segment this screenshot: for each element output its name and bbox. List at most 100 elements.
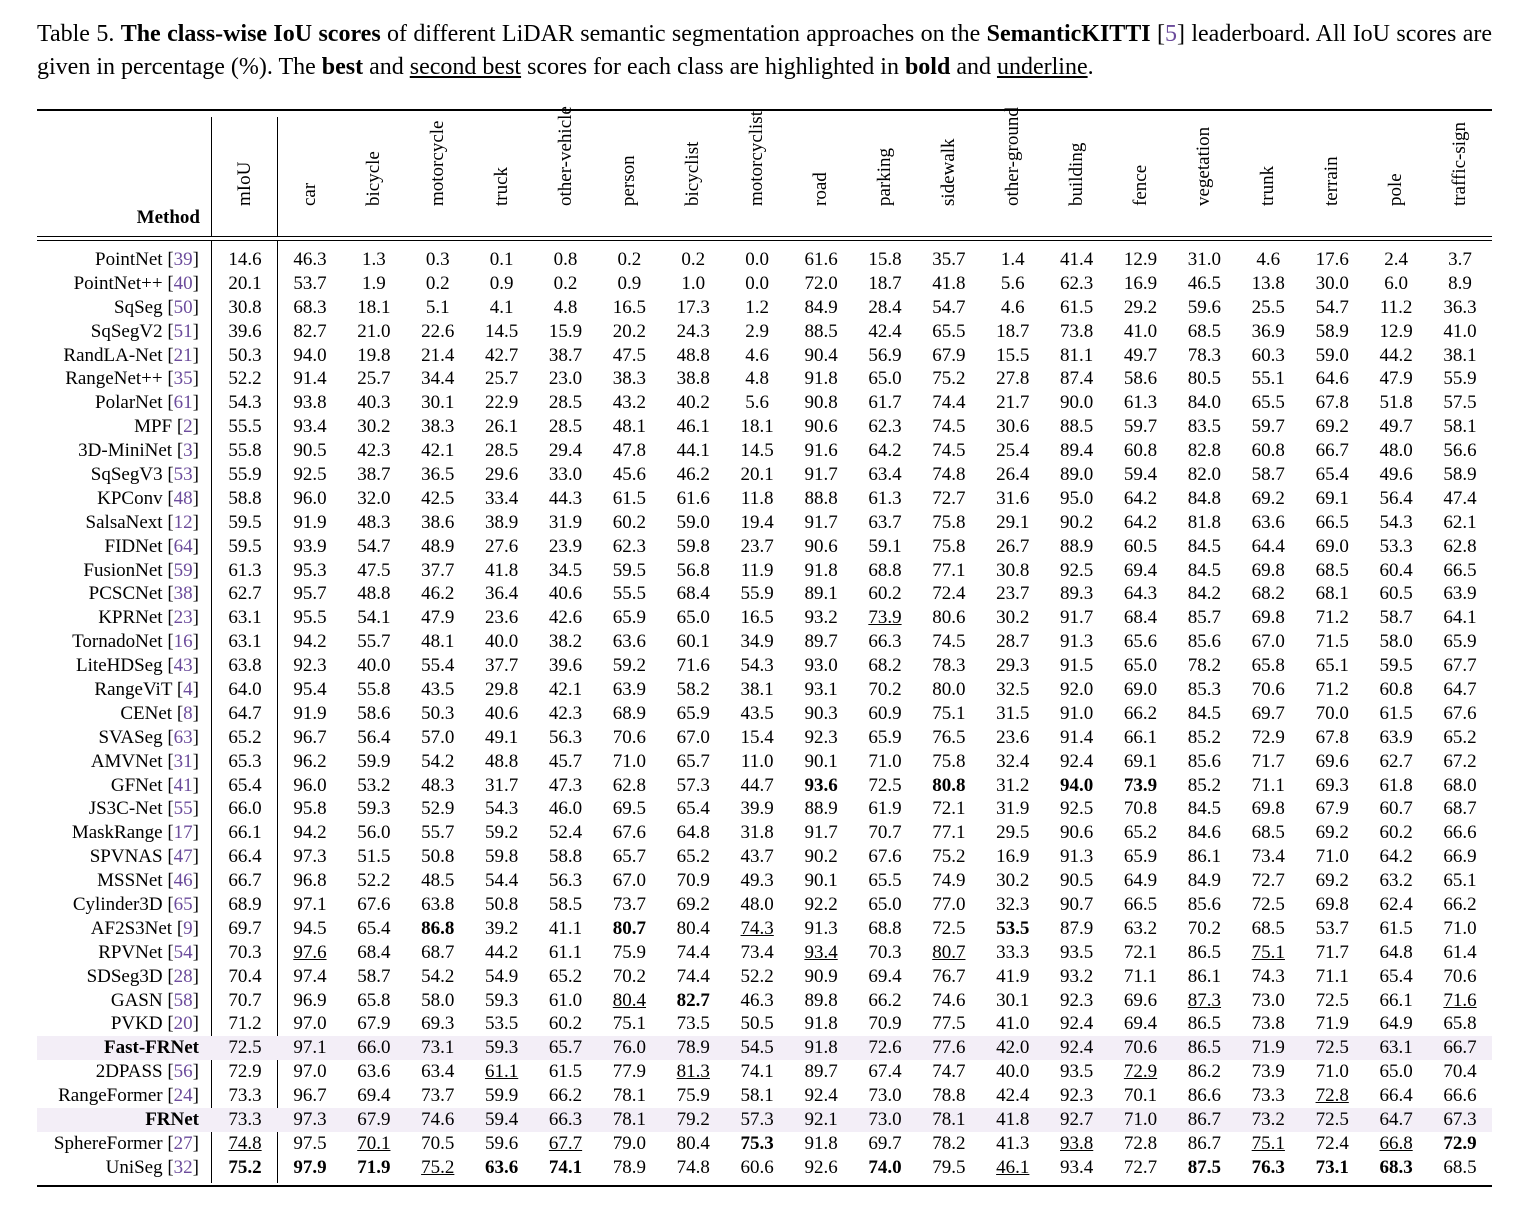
score-cell: 90.7 <box>1045 893 1109 917</box>
citation-link[interactable]: 64 <box>173 535 193 557</box>
score-value: 32.3 <box>996 893 1030 915</box>
score-value: 71.9 <box>357 1156 391 1178</box>
citation-link[interactable]: 31 <box>173 750 193 772</box>
score-cell: 36.3 <box>1428 296 1492 320</box>
table-row: LiteHDSeg [43] 63.8 92.3 40.0 55.4 37.7 39.6 59… <box>37 654 1492 678</box>
citation-link[interactable]: 4 <box>183 678 193 700</box>
citation-link[interactable]: 50 <box>173 296 193 318</box>
score-value: 66.3 <box>868 631 902 653</box>
citation-link[interactable]: 59 <box>173 559 193 581</box>
score-cell: 29.5 <box>981 821 1045 845</box>
score-value: 72.0 <box>804 272 838 294</box>
caption-cite[interactable]: 5 <box>1165 21 1177 47</box>
score-value: 56.9 <box>868 344 902 366</box>
score-value: 90.2 <box>804 846 838 868</box>
method-label: SqSeg <box>114 296 163 318</box>
score-value: 26.1 <box>484 416 519 438</box>
score-cell: 92.3 <box>278 654 342 678</box>
score-value: 68.4 <box>1123 607 1158 629</box>
citation-link[interactable]: 47 <box>173 846 193 868</box>
score-cell: 26.4 <box>981 463 1045 487</box>
score-cell: 29.3 <box>981 654 1045 678</box>
score-value: 69.0 <box>1315 535 1349 557</box>
citation-link[interactable]: 39 <box>173 248 193 270</box>
score-cell: 4.8 <box>534 296 598 320</box>
score-value: 87.9 <box>1060 917 1094 939</box>
citation-link[interactable]: 51 <box>173 320 193 342</box>
vline-method <box>211 117 212 236</box>
citation-link[interactable]: 9 <box>183 917 193 939</box>
score-cell: 73.8 <box>1045 320 1109 344</box>
citation-link[interactable]: 28 <box>173 965 193 987</box>
citation-link[interactable]: 63 <box>173 726 193 748</box>
citation-link[interactable]: 20 <box>173 1013 193 1035</box>
score-cell: 36.4 <box>470 582 534 606</box>
citation-link[interactable]: 54 <box>173 941 193 963</box>
citation-link[interactable]: 46 <box>173 870 193 892</box>
citation-link[interactable]: 16 <box>173 631 193 653</box>
method-name: PointNet [39] <box>95 248 199 270</box>
citation-link[interactable]: 24 <box>173 1085 193 1107</box>
score-value: 66.7 <box>1315 440 1349 462</box>
citation-link[interactable]: 23 <box>173 607 193 629</box>
score-cell: 38.8 <box>661 367 725 391</box>
citation-link[interactable]: 12 <box>173 511 193 533</box>
score-value: 84.5 <box>1187 535 1222 557</box>
score-value: 78.8 <box>932 1085 966 1107</box>
score-value: 93.8 <box>1060 1132 1094 1154</box>
citation-link[interactable]: 27 <box>173 1132 193 1154</box>
score-cell: 74.8 <box>661 1156 725 1180</box>
citation-link[interactable]: 21 <box>173 344 193 366</box>
score-cell: 91.7 <box>789 463 853 487</box>
citation-link[interactable]: 2 <box>183 416 193 438</box>
score-cell: 86.2 <box>1172 1060 1236 1084</box>
citation-link[interactable]: 32 <box>173 1156 193 1178</box>
score-value: 54.5 <box>740 1037 774 1059</box>
score-value: 1.3 <box>361 248 386 270</box>
table-row: PointNet [39] 14.6 46.3 1.3 0.3 0.1 0.8 0.2 0.2 0… <box>37 248 1492 272</box>
citation-link[interactable]: 38 <box>173 583 193 605</box>
citation-link[interactable]: 53 <box>173 463 193 485</box>
citation-link[interactable]: 3 <box>183 440 193 462</box>
citation-link[interactable]: 61 <box>173 392 193 414</box>
score-cell: 23.9 <box>534 535 598 559</box>
score-cell: 49.7 <box>1109 344 1173 368</box>
score-value: 71.0 <box>1315 1061 1349 1083</box>
score-cell: 63.1 <box>1364 1036 1429 1061</box>
score-cell: 60.1 <box>661 630 725 654</box>
citation-link[interactable]: 17 <box>173 822 193 844</box>
citation-link[interactable]: 48 <box>173 487 193 509</box>
score-cell: 62.7 <box>1364 750 1428 774</box>
score-cell: 56.0 <box>342 821 406 845</box>
citation-link[interactable]: 43 <box>173 655 193 677</box>
score-value: 50.3 <box>421 702 455 724</box>
score-value: 95.0 <box>1060 487 1094 509</box>
score-value: 52.4 <box>548 822 583 844</box>
score-cell: 91.4 <box>1045 726 1109 750</box>
table-row: GFNet [41] 65.4 96.0 53.2 48.3 31.7 47.3 62.8 57… <box>37 774 1492 798</box>
citation-link[interactable]: 40 <box>173 272 193 294</box>
citation-link[interactable]: 41 <box>173 774 193 796</box>
score-value: 76.3 <box>1251 1156 1285 1178</box>
score-cell: 81.1 <box>1045 344 1109 368</box>
score-value: 81.8 <box>1187 511 1222 533</box>
score-cell: 30.2 <box>981 606 1045 630</box>
score-value: 65.2 <box>1123 822 1158 844</box>
score-cell: 29.8 <box>470 678 534 702</box>
citation-link[interactable]: 56 <box>173 1061 193 1083</box>
citation-link[interactable]: 58 <box>173 989 193 1011</box>
score-cell: 95.4 <box>278 678 342 702</box>
citation-link[interactable]: 8 <box>183 702 193 724</box>
score-value: 69.2 <box>1251 487 1285 509</box>
score-value: 64.2 <box>1123 511 1158 533</box>
score-cell: 69.2 <box>661 893 725 917</box>
score-value: 47.5 <box>357 559 391 581</box>
score-cell: 11.9 <box>725 559 789 583</box>
score-value: 4.6 <box>745 344 770 366</box>
citation-link[interactable]: 65 <box>173 893 193 915</box>
score-value: 70.3 <box>868 941 902 963</box>
citation-link[interactable]: 55 <box>173 798 193 820</box>
score-cell: 70.0 <box>1300 702 1364 726</box>
score-value: 42.3 <box>357 440 391 462</box>
citation-link[interactable]: 35 <box>173 368 193 390</box>
